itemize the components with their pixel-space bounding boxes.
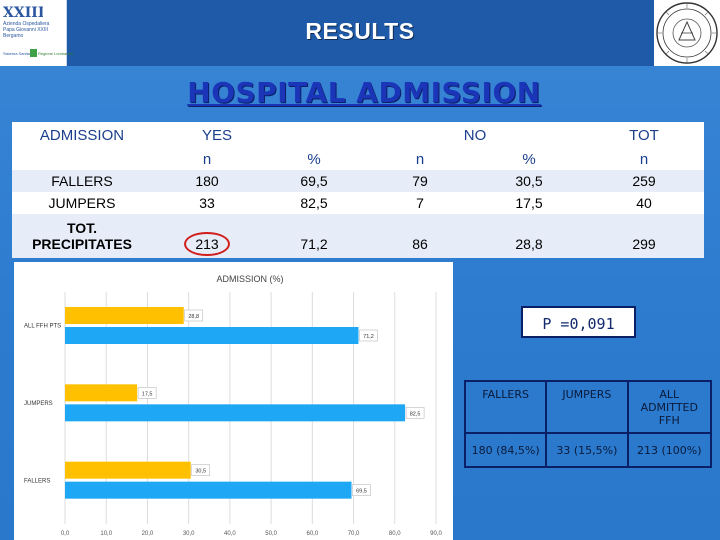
- cell-no-n: 86: [412, 236, 428, 252]
- x-tick-label: 40,0: [224, 531, 236, 537]
- subheader-tot-n: n: [639, 150, 649, 168]
- row-label-line: TOT.: [66, 220, 98, 236]
- bar: [65, 384, 138, 402]
- cell-yes-pct: 71,2: [300, 236, 328, 252]
- table-subheader-row: n % n % n: [12, 148, 704, 170]
- header-admission: ADMISSION: [39, 126, 125, 144]
- x-tick-label: 60,0: [306, 531, 318, 537]
- table-row: FALLERS 180 69,5 79 30,5 259: [12, 170, 704, 192]
- summary-header: FALLERS: [463, 380, 548, 434]
- data-label-box: [352, 484, 371, 496]
- bar: [65, 461, 191, 479]
- summary-header-row: FALLERS JUMPERS ALL ADMITTED FFH: [463, 380, 713, 434]
- bar: [65, 327, 359, 344]
- summary-header: JUMPERS: [545, 380, 629, 434]
- hospital-logo-mark: XXIII: [3, 5, 43, 20]
- summary-value: 213 (100%): [626, 432, 713, 468]
- data-label: 69,5: [356, 489, 367, 495]
- cell-yes-pct: 82,5: [300, 195, 328, 211]
- cell-tot-n: 40: [636, 195, 652, 211]
- cell-yes-n: 180: [195, 173, 219, 189]
- logo-text-line: Bergamo: [3, 33, 24, 39]
- summary-value: 180 (84,5%): [463, 432, 548, 468]
- data-label-box: [191, 464, 211, 476]
- subheader-no-pct: %: [522, 150, 536, 168]
- x-tick-label: 0,0: [61, 531, 70, 537]
- x-tick-label: 20,0: [142, 531, 154, 537]
- bar: [65, 404, 406, 422]
- cell-no-n: 79: [412, 173, 428, 189]
- data-label: 71,2: [363, 334, 374, 340]
- header-no: NO: [463, 126, 487, 144]
- table-row-total: TOT. PRECIPITATES 213 71,2 86 28,8 299: [12, 214, 704, 258]
- logo-footer-text: Regione Lombardia: [38, 51, 73, 56]
- p-value-box: P =0,091: [521, 306, 636, 338]
- cell-yes-n: 213: [152, 214, 262, 258]
- university-seal: [654, 0, 720, 66]
- summary-table: FALLERS JUMPERS ALL ADMITTED FFH 180 (84…: [463, 380, 713, 468]
- data-label: 82,5: [410, 411, 421, 417]
- row-label-total: TOT. PRECIPITATES: [12, 214, 152, 258]
- x-tick-label: 80,0: [389, 531, 401, 537]
- cell-no-n: 7: [416, 195, 424, 211]
- logo-footer-text: Sistema Sanitario: [3, 51, 35, 56]
- cell-no-pct: 28,8: [515, 236, 543, 252]
- data-label: 30,5: [195, 469, 206, 475]
- admission-table: ADMISSION YES NO TOT n % n % n FALLERS 1…: [12, 122, 704, 258]
- table-header-row: ADMISSION YES NO TOT: [12, 122, 704, 148]
- category-label: JUMPERS: [24, 401, 53, 407]
- cell-tot-n: 259: [632, 173, 656, 189]
- category-label: FALLERS: [24, 478, 50, 484]
- header-yes: YES: [202, 126, 233, 144]
- subheader-yes-n: n: [202, 150, 212, 168]
- seal-icon: [656, 2, 718, 64]
- hospital-logo: XXIII Azienda Ospedaliera Papa Giovanni …: [0, 0, 73, 66]
- logo-text-line: Azienda Ospedaliera: [3, 21, 50, 27]
- x-tick-label: 70,0: [348, 531, 360, 537]
- row-label: JUMPERS: [48, 195, 116, 211]
- summary-value: 33 (15,5%): [545, 432, 629, 468]
- bar: [65, 481, 352, 499]
- bar: [65, 307, 184, 324]
- subheader-yes-pct: %: [307, 150, 321, 168]
- subheader-empty: [12, 148, 152, 170]
- row-label-line: PRECIPITATES: [32, 236, 132, 252]
- cell-tot-n: 299: [632, 236, 656, 252]
- x-tick-label: 50,0: [265, 531, 277, 537]
- highlight-circle: 213: [184, 232, 230, 256]
- summary-value-row: 180 (84,5%) 33 (15,5%) 213 (100%): [463, 432, 713, 468]
- data-label: 28,8: [188, 314, 199, 320]
- row-label: FALLERS: [51, 173, 113, 189]
- header-tot: TOT: [629, 126, 659, 144]
- data-label-box: [184, 309, 204, 322]
- cell-yes-pct: 69,5: [300, 173, 328, 189]
- data-label-box: [359, 329, 378, 342]
- page-title: RESULTS: [305, 18, 415, 44]
- subheader-no-n: n: [415, 150, 425, 168]
- header-bar: [0, 0, 720, 66]
- slide-title: HOSPITAL ADMISSION: [187, 76, 541, 109]
- data-label-box: [405, 407, 425, 419]
- svg-text:XXIII: XXIII: [3, 5, 43, 20]
- x-tick-label: 30,0: [183, 531, 195, 537]
- cell-yes-n: 33: [199, 195, 215, 211]
- data-label: 17,5: [142, 391, 153, 397]
- cell-no-pct: 17,5: [515, 195, 543, 211]
- chart-svg: ADMISSION (%) 0,0 10,0 20,0 30,0 40,0 50,0 60,…: [24, 274, 442, 537]
- chart-title: ADMISSION (%): [216, 274, 283, 284]
- data-label-box: [137, 387, 157, 399]
- summary-header: ALL ADMITTED FFH: [626, 380, 713, 434]
- admission-chart: ADMISSION (%) 0,0 10,0 20,0 30,0 40,0 50,0 60,…: [14, 262, 453, 540]
- logo-text-line: Papa Giovanni XXIII: [3, 27, 49, 33]
- x-tick-label: 90,0: [430, 531, 442, 537]
- region-badge-icon: [30, 49, 37, 57]
- cell-no-pct: 30,5: [515, 173, 543, 189]
- x-tick-label: 10,0: [100, 531, 112, 537]
- category-label: ALL FFH PTS: [24, 324, 61, 330]
- table-row: JUMPERS 33 82,5 7 17,5 40: [12, 192, 704, 214]
